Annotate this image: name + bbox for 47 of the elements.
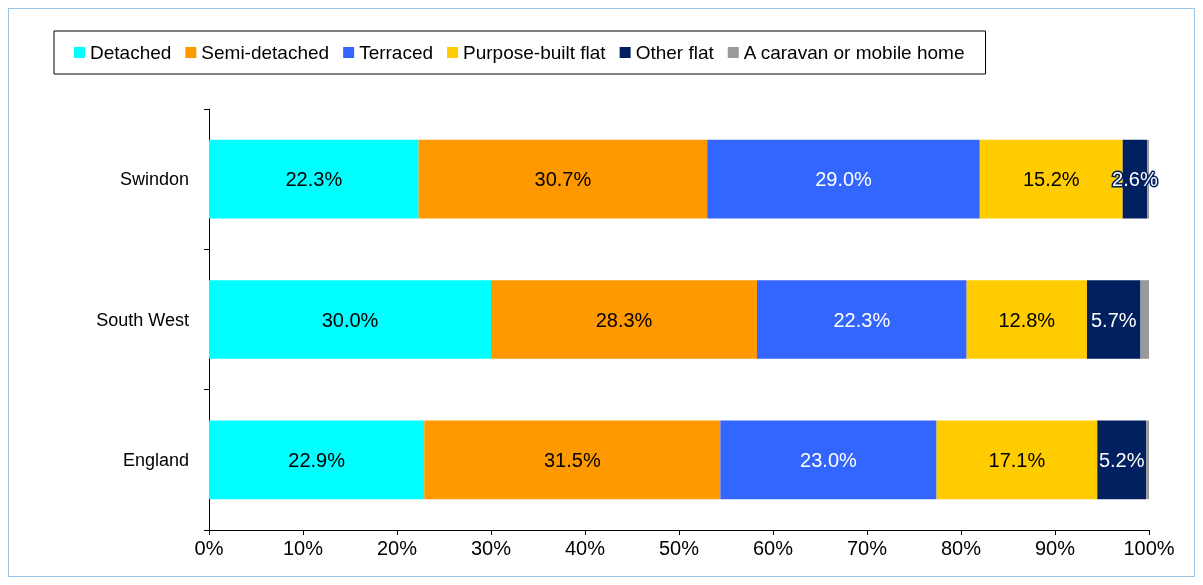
data-label: 29.0%: [815, 168, 873, 191]
x-tick-label: 90%: [1034, 537, 1076, 559]
y-tick-label: South West: [96, 309, 189, 330]
bar: [1140, 280, 1149, 359]
legend-label: Purpose-built flat: [463, 42, 607, 63]
x-tick-label: 70%: [846, 537, 888, 559]
legend-label: A caravan or mobile home: [743, 42, 965, 63]
data-label: 5.2%: [1098, 448, 1145, 471]
data-label: 15.2%: [1022, 168, 1080, 191]
legend-label: Semi-detached: [201, 42, 330, 63]
bar: [720, 420, 937, 500]
bar: [936, 420, 1098, 500]
bar: [209, 420, 425, 500]
x-tick-label: 80%: [940, 537, 982, 559]
x-tick-label: 60%: [752, 537, 794, 559]
x-tick-label: 50%: [658, 537, 700, 559]
bar: [209, 280, 491, 359]
bar: [424, 420, 721, 500]
bar: [209, 139, 419, 219]
data-label: 12.8%: [998, 308, 1056, 331]
data-label: 17.1%: [988, 448, 1046, 471]
legend-label: Detached: [90, 42, 172, 63]
x-tick-label: 10%: [282, 537, 324, 559]
x-tick-label: 100%: [1123, 537, 1175, 559]
legend-label: Terraced: [359, 42, 434, 63]
data-label: 30.0%: [321, 308, 379, 331]
data-label: 22.9%: [288, 448, 346, 471]
bar: [491, 280, 758, 359]
legend-label: Other flat: [635, 42, 715, 63]
data-label: 22.3%: [833, 308, 891, 331]
data-label: 23.0%: [800, 448, 858, 471]
bar: [418, 139, 708, 219]
bar: [757, 280, 967, 359]
bar: [966, 280, 1087, 359]
data-label: 5.7%: [1090, 308, 1137, 331]
data-label: 28.3%: [595, 308, 653, 331]
x-tick-label: 30%: [470, 537, 512, 559]
data-label: 30.7%: [534, 168, 592, 191]
data-label: 22.3%: [285, 168, 343, 191]
bar: [1146, 420, 1149, 500]
y-tick-label: England: [122, 449, 189, 470]
x-tick-label: 40%: [564, 537, 606, 559]
x-tick-label: 0%: [194, 537, 224, 559]
y-tick-label: Swindon: [119, 169, 189, 190]
data-label: 31.5%: [543, 448, 601, 471]
x-tick-label: 20%: [376, 537, 418, 559]
bar: [707, 139, 980, 219]
